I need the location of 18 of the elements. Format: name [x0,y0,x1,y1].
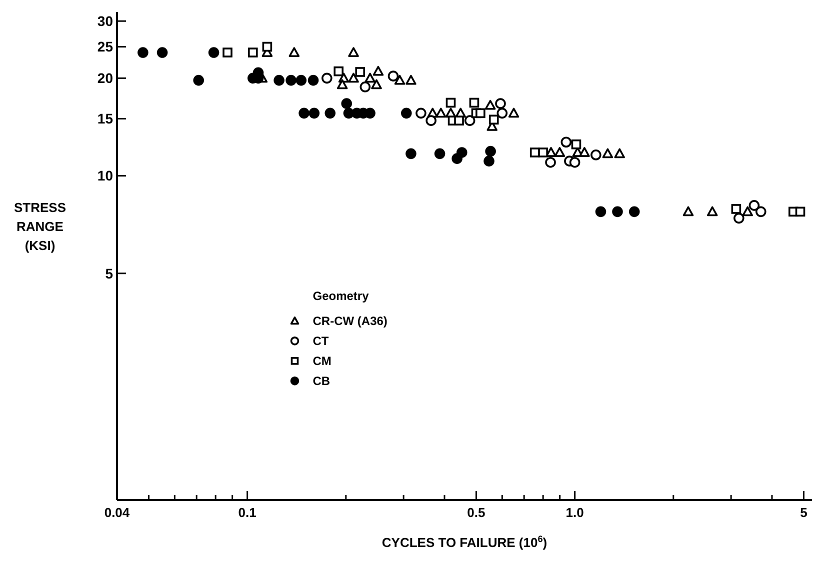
legend-label: CT [312,334,330,348]
y-tick-label: 10 [97,168,114,184]
y-axis-title: STRESS RANGE (KSI) [14,200,66,253]
x-tick-label: 0.5 [467,505,486,520]
legend-label: CB [312,374,330,388]
y-tick-label: 5 [105,265,114,282]
y-tick-label: 20 [97,70,114,86]
legend-title: Geometry [312,288,370,303]
legend-label: CR-CW (A36) [312,314,388,328]
x-tick-label: 1.0 [566,505,584,520]
x-tick-label: 5 [800,505,808,520]
legend-label: CM [312,354,332,368]
x-tick-label: 0.04 [104,505,130,520]
y-tick-label: 30 [97,12,114,29]
y-tick-label: 15 [97,110,114,127]
y-tick-label: 25 [97,38,114,55]
x-axis-title: CYCLES TO FAILURE (10$^{6}$) [382,534,548,550]
x-tick-label: 0.1 [238,505,256,520]
